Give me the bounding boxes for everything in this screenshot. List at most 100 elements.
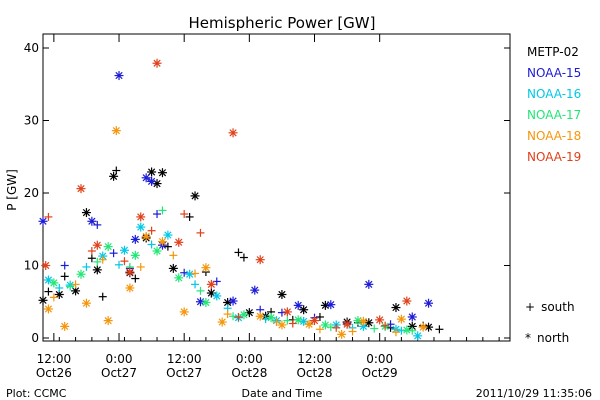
south-point [120, 257, 129, 266]
north-point [282, 307, 292, 317]
south-point [158, 206, 167, 215]
x-tick-label-time: 12:00 [37, 352, 72, 366]
south-point [370, 324, 379, 333]
north-point [402, 296, 412, 306]
south-point [435, 325, 444, 334]
north-point [342, 319, 352, 329]
north-point [49, 278, 59, 288]
south-point [60, 272, 69, 281]
x-tick-label-date: Oct26 [36, 366, 72, 380]
north-point [81, 298, 91, 308]
south-point [131, 274, 140, 283]
north-point [190, 191, 200, 201]
north-point [239, 310, 249, 320]
south-point [234, 248, 243, 257]
x-tick-label-time: 0:00 [366, 352, 393, 366]
north-point [41, 261, 51, 270]
north-point [391, 303, 401, 313]
south-point [49, 293, 58, 302]
north-point [147, 167, 157, 177]
south-point [185, 212, 194, 221]
north-point [255, 255, 265, 265]
north-point [43, 304, 53, 314]
south-point [109, 249, 118, 258]
north-point [310, 316, 320, 326]
x-axis-label: Date and Time [242, 387, 323, 400]
south-point [153, 210, 162, 219]
south-point [196, 286, 205, 295]
north-point [87, 216, 97, 226]
chart-title: Hemispheric Power [GW] [189, 14, 376, 32]
north-point [125, 283, 135, 293]
south-point [283, 316, 292, 325]
y-tick-label: 0 [31, 331, 39, 345]
south-point [71, 280, 80, 289]
north-point [375, 315, 385, 325]
north-point [92, 240, 102, 250]
north-point [320, 320, 330, 330]
footer-credit: Plot: CCMC [6, 387, 67, 400]
south-point [44, 287, 53, 296]
north-point [418, 322, 428, 332]
north-point [174, 237, 184, 247]
y-tick-label: 30 [24, 114, 39, 128]
y-tick-label: 40 [24, 41, 39, 55]
y-tick-label: 20 [24, 186, 39, 200]
x-tick-label-date: Oct28 [296, 366, 332, 380]
south-point [277, 308, 286, 317]
south-point [82, 262, 91, 271]
south-point [239, 253, 248, 262]
x-tick-label-time: 12:00 [167, 352, 202, 366]
south-point [66, 282, 75, 291]
north-point [358, 316, 368, 326]
north-point [364, 279, 374, 289]
north-point [277, 290, 287, 299]
north-point [103, 316, 113, 326]
legend-entry: NOAA-16 [527, 87, 581, 101]
series-legend: METP-02 NOAA-15 NOAA-16 NOAA-17 NOAA-18 NOAA-… [527, 45, 581, 164]
north-point [92, 265, 102, 275]
north-point [38, 216, 48, 226]
north-point [179, 307, 189, 317]
north-point [424, 322, 434, 332]
north-point [130, 234, 140, 244]
south-point [288, 319, 297, 328]
north-point [125, 267, 135, 277]
south-point [229, 312, 238, 321]
north-point [157, 168, 167, 178]
south-point [397, 326, 406, 335]
south-point [408, 326, 417, 335]
north-point [157, 237, 167, 247]
north-point [136, 222, 146, 232]
south-point [180, 268, 189, 277]
north-point [396, 314, 406, 324]
south-point [332, 323, 341, 332]
south-point [196, 228, 205, 237]
x-tick-label-date: Oct28 [231, 366, 267, 380]
north-point [168, 263, 178, 273]
north-point [163, 230, 173, 240]
x-tick-label-time: 12:00 [297, 352, 332, 366]
north-point [326, 300, 336, 310]
north-point [201, 263, 211, 273]
hemisphere-legend-entry: * north [525, 331, 569, 345]
north-point [152, 246, 162, 256]
north-point [228, 296, 238, 306]
hemisphere-legend: + south * north [525, 300, 575, 345]
south-point [44, 212, 53, 221]
footer-timestamp: 2011/10/29 11:35:06 [476, 387, 592, 400]
north-point [109, 171, 119, 181]
legend-entry: NOAA-17 [527, 108, 581, 122]
north-point [60, 321, 70, 331]
north-point [293, 315, 303, 325]
north-point [407, 312, 417, 322]
y-axis: 0 10 20 30 40 [24, 41, 510, 345]
hemisphere-legend-entry: + south [525, 300, 575, 314]
hemisphere-legend-symbol: * [525, 331, 531, 345]
hemisphere-legend-label: south [541, 300, 575, 314]
x-tick-label-date: Oct29 [362, 366, 398, 380]
south-point [147, 226, 156, 235]
south-point [234, 312, 243, 321]
north-point [228, 128, 238, 138]
